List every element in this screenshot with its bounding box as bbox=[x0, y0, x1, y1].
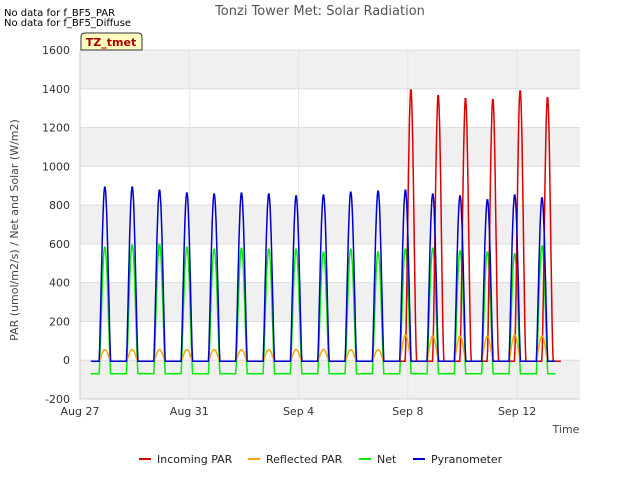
legend-swatch-incoming-par bbox=[139, 458, 151, 460]
x-axis-label: Time bbox=[552, 423, 580, 436]
badge-background bbox=[80, 32, 143, 51]
legend: Incoming PAR Reflected PAR Net Pyranomet… bbox=[0, 453, 640, 469]
x-tick-labels: Aug 27 Aug 31 Sep 4 Sep 8 Sep 12 bbox=[61, 405, 537, 418]
x-tick-label: Aug 31 bbox=[170, 405, 209, 418]
badge-label: TZ_tmet bbox=[86, 36, 136, 49]
no-data-note-par: No data for f_BF5_PAR bbox=[4, 8, 116, 19]
y-tick-label: 1400 bbox=[42, 83, 70, 96]
x-tick-label: Sep 12 bbox=[498, 405, 536, 418]
band bbox=[80, 205, 580, 244]
legend-label: Net bbox=[377, 453, 397, 466]
x-tick-label: Sep 4 bbox=[283, 405, 314, 418]
chart-title: Tonzi Tower Met: Solar Radiation bbox=[214, 4, 425, 19]
axes bbox=[79, 50, 580, 400]
series-line-net bbox=[90, 243, 556, 375]
alternating-bands bbox=[80, 50, 580, 399]
legend-swatch-reflected-par bbox=[248, 458, 260, 460]
series-line-pyranometer bbox=[90, 186, 556, 362]
legend-swatch-pyranometer bbox=[413, 458, 425, 460]
y-tick-label: 1200 bbox=[42, 122, 70, 135]
x-tick-label: Aug 27 bbox=[61, 405, 100, 418]
band bbox=[80, 127, 580, 167]
y-tick-label: 1600 bbox=[42, 44, 70, 57]
legend-label: Reflected PAR bbox=[266, 453, 343, 466]
legend-label: Incoming PAR bbox=[157, 453, 233, 466]
legend-item-incoming-par: Incoming PAR bbox=[139, 453, 232, 466]
y-tick-label: 400 bbox=[49, 277, 70, 290]
y-tick-label: 600 bbox=[49, 238, 70, 251]
legend-item-pyranometer: Pyranometer bbox=[413, 453, 502, 466]
y-tick-label: 0 bbox=[63, 354, 70, 367]
band bbox=[80, 360, 580, 399]
no-data-note-diffuse: No data for f_BF5_Diffuse bbox=[4, 18, 131, 29]
x-tick-label: Sep 8 bbox=[392, 405, 423, 418]
y-tick-labels: -200 0 200 400 600 800 1000 1200 1400 1600 bbox=[42, 44, 70, 406]
y-tick-label: -200 bbox=[45, 393, 70, 406]
series-lines bbox=[90, 89, 561, 375]
y-tick-label: 800 bbox=[49, 199, 70, 212]
y-axis-label: PAR (umol/m2/s) / Net and Solar (W/m2) bbox=[8, 119, 21, 341]
legend-swatch-net bbox=[359, 458, 371, 460]
y-tick-label: 200 bbox=[49, 315, 70, 328]
band bbox=[80, 50, 580, 89]
legend-item-net: Net bbox=[359, 453, 396, 466]
tz-badge: TZ_tmet bbox=[80, 32, 143, 51]
legend-item-reflected-par: Reflected PAR bbox=[248, 453, 342, 466]
y-tick-label: 1000 bbox=[42, 160, 70, 173]
legend-label: Pyranometer bbox=[431, 453, 503, 466]
